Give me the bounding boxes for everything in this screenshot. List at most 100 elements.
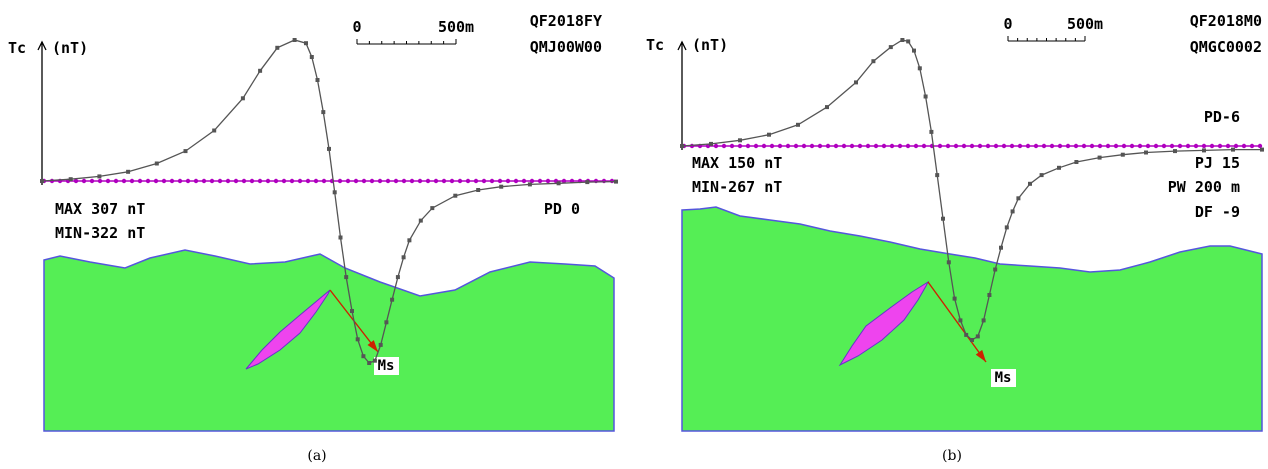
tc-data-point xyxy=(476,188,481,192)
baseline-dot xyxy=(441,178,447,184)
tc-data-point xyxy=(378,342,383,347)
tc-data-point xyxy=(958,318,963,323)
baseline-dot xyxy=(433,178,439,184)
chart-svg: Ms Tc (nT) 0 500m QF2018M0 QMGC0002 MAX 150 nT M… xyxy=(646,12,1264,464)
tc-data-point xyxy=(315,78,320,82)
tc-data-point xyxy=(888,45,893,50)
ms-label-box xyxy=(374,357,399,375)
baseline-dot xyxy=(1225,143,1231,149)
tc-data-point xyxy=(344,275,349,280)
baseline-dot xyxy=(969,143,975,149)
baseline-dot xyxy=(1145,143,1151,149)
baseline-dot xyxy=(993,143,999,149)
tc-data-point xyxy=(1231,147,1235,152)
tc-data-point xyxy=(275,45,280,50)
baseline-dot xyxy=(1057,143,1063,149)
stat-label: MAX 150 nT xyxy=(692,154,782,172)
tc-data-point xyxy=(361,354,366,359)
tc-data-point xyxy=(900,38,905,42)
baseline-dot xyxy=(185,178,191,184)
baseline-dot xyxy=(833,143,839,149)
tc-data-point xyxy=(401,255,406,260)
tc-data-point xyxy=(1202,148,1206,153)
tc-data-point xyxy=(395,275,400,280)
baseline-dot xyxy=(737,143,743,149)
baseline-dot xyxy=(409,178,415,184)
tc-data-point xyxy=(1144,150,1148,155)
tc-data-point xyxy=(738,138,742,143)
tc-data-point xyxy=(941,216,945,221)
tc-data-point xyxy=(1173,149,1177,154)
baseline-dot xyxy=(897,143,903,149)
tc-data-point xyxy=(68,177,73,182)
tc-data-point xyxy=(338,235,343,240)
baseline-dot xyxy=(1129,143,1135,149)
baseline-dot xyxy=(241,178,247,184)
tc-data-point xyxy=(183,149,188,154)
baseline-dot xyxy=(89,178,95,184)
tc-data-point xyxy=(390,297,395,302)
tc-data-point xyxy=(154,161,159,166)
baseline-dot xyxy=(1153,143,1159,149)
baseline-dot xyxy=(305,178,311,184)
tc-data-point xyxy=(975,334,980,339)
tc-data-point xyxy=(680,144,684,148)
stat-label: MAX 307 nT xyxy=(55,200,145,218)
tc-data-point xyxy=(917,66,922,71)
baseline-dot xyxy=(601,178,607,184)
baseline-dot xyxy=(177,178,183,184)
baseline-dot xyxy=(1025,143,1031,149)
tc-data-point xyxy=(993,267,998,272)
baseline-dot xyxy=(393,178,399,184)
tc-data-point xyxy=(40,179,44,183)
baseline-dot xyxy=(873,143,879,149)
ms-label-box xyxy=(991,369,1016,387)
tc-data-point xyxy=(384,320,389,325)
body-label: Ms xyxy=(995,370,1012,386)
panel-caption: (a) xyxy=(307,448,326,464)
tc-data-point xyxy=(240,96,245,101)
baseline-dot xyxy=(1113,143,1119,149)
baseline-dot xyxy=(281,178,287,184)
tc-data-point xyxy=(418,218,423,223)
baseline-dot xyxy=(345,178,351,184)
baseline-dot xyxy=(97,178,103,184)
magnetic-profile-panel-b: Ms Tc (nT) 0 500m QF2018M0 QMGC0002 MAX 150 nT M… xyxy=(634,0,1268,469)
baseline-dot xyxy=(337,178,343,184)
magnetization-arrow xyxy=(927,281,987,363)
baseline-dot xyxy=(1017,143,1023,149)
baseline-dot xyxy=(865,143,871,149)
baseline-dot xyxy=(497,178,503,184)
tc-data-point xyxy=(970,338,974,342)
baseline-dot xyxy=(1169,143,1175,149)
header-code: QF2018FY xyxy=(530,12,602,30)
baseline-dot xyxy=(1073,143,1079,149)
baseline-dot xyxy=(785,143,791,149)
baseline-dot xyxy=(1001,143,1007,149)
baseline-dot xyxy=(161,178,167,184)
tc-data-point xyxy=(327,146,331,151)
tc-data-point xyxy=(1074,160,1079,164)
tc-data-point xyxy=(946,260,951,265)
tc-data-point xyxy=(430,206,435,211)
tc-data-point xyxy=(952,296,957,301)
baseline-dot xyxy=(841,143,847,149)
y-axis-label: Tc xyxy=(8,39,26,57)
baseline-dot xyxy=(401,178,407,184)
tc-data-point xyxy=(981,318,986,323)
baseline-dot xyxy=(1049,143,1055,149)
arrow-head xyxy=(975,349,986,362)
tc-data-point xyxy=(767,132,771,137)
tc-data-point xyxy=(304,41,308,46)
scale-bar-start: 0 xyxy=(352,18,361,36)
scale-bar-start: 0 xyxy=(1003,15,1012,33)
tc-data-point xyxy=(372,358,377,363)
baseline-dot xyxy=(193,178,199,184)
baseline-dot xyxy=(1065,143,1071,149)
baseline-dot xyxy=(313,178,319,184)
y-axis-arrow xyxy=(37,40,47,51)
tc-data-point xyxy=(332,190,337,195)
baseline-dot xyxy=(1081,143,1087,149)
baseline-dot xyxy=(921,143,927,149)
baseline-dot xyxy=(473,178,479,184)
